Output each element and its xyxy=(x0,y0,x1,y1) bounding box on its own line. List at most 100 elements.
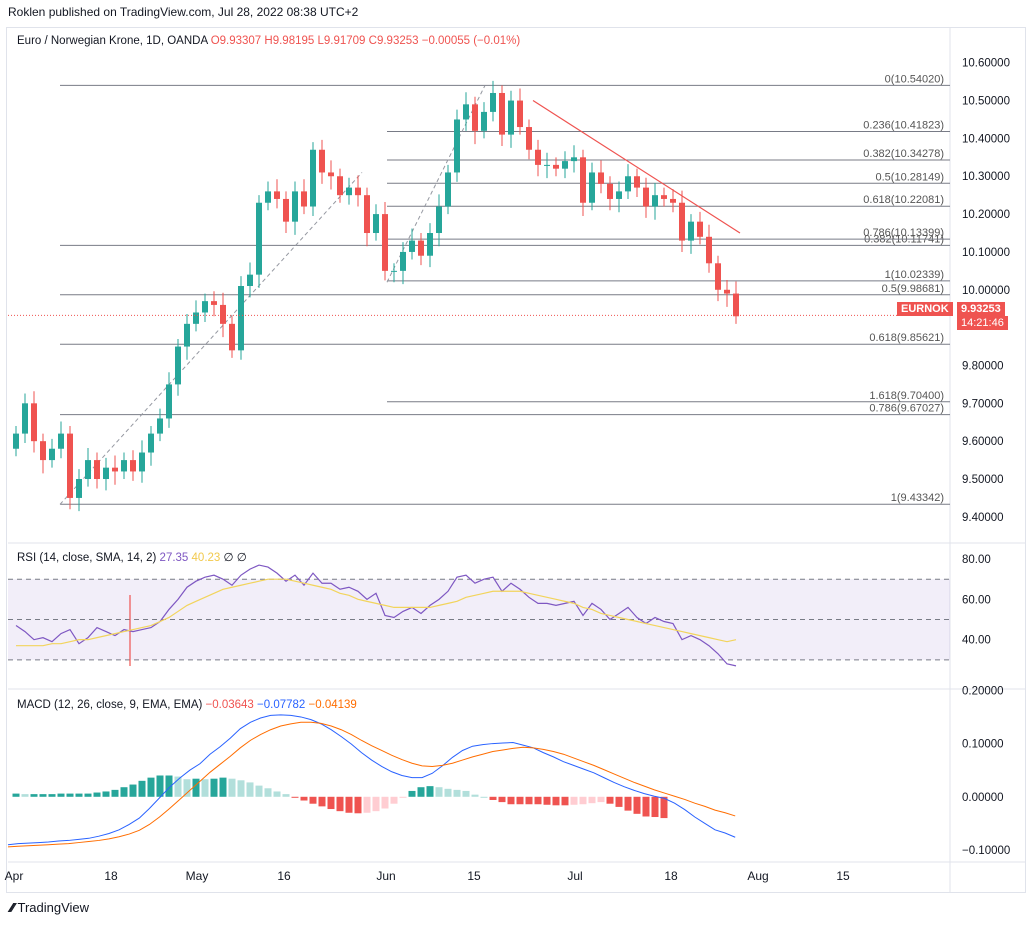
candle-body xyxy=(634,176,640,188)
candle-body xyxy=(472,104,478,131)
macd-histogram-bar xyxy=(390,796,398,804)
macd-histogram-bar xyxy=(561,796,569,806)
ohlc-open: O9.93307 xyxy=(210,35,262,47)
fib-level-label: 0.786(10.13399) xyxy=(863,227,944,239)
macd-histogram-bar xyxy=(183,779,191,797)
macd-histogram-bar xyxy=(417,787,425,797)
time-tick-label: 18 xyxy=(104,869,118,883)
time-tick-label: Jun xyxy=(376,869,395,883)
candle-body xyxy=(148,433,154,453)
macd-histogram-bar xyxy=(372,796,380,812)
candle-body xyxy=(517,100,523,128)
candle-body xyxy=(337,176,343,196)
time-tick-label: Jul xyxy=(567,869,582,883)
macd-histogram-bar xyxy=(228,778,236,797)
candle-body xyxy=(103,467,109,480)
candle-body xyxy=(715,263,721,290)
candle-body xyxy=(454,119,460,173)
macd-histogram-bar xyxy=(399,796,407,798)
macd-histogram-bar xyxy=(363,796,371,813)
price-tick-label: 10.30000 xyxy=(962,171,1010,183)
macd-histogram-bar xyxy=(489,796,497,800)
candle-body xyxy=(31,403,37,442)
candle-body xyxy=(193,312,199,324)
macd-histogram-bar xyxy=(219,777,227,797)
candle-body xyxy=(652,195,658,207)
candle-body xyxy=(625,176,631,192)
macd-histogram-bar xyxy=(651,796,659,818)
macd-label[interactable]: MACD (12, 26, close, 9, EMA, EMA) xyxy=(17,699,203,711)
macd-histogram-bar xyxy=(642,796,650,817)
macd-histogram-bar xyxy=(381,796,389,809)
candle-body xyxy=(355,187,361,196)
candle-body xyxy=(301,191,307,207)
candle-body xyxy=(463,104,469,120)
candle-body xyxy=(166,384,172,419)
footer[interactable]: ⁄⁄⁄ TradingView xyxy=(10,900,89,915)
macd-histogram-bar xyxy=(408,790,416,797)
rsi-line xyxy=(15,564,737,667)
candle-body xyxy=(589,172,595,203)
price-tick-label: 10.60000 xyxy=(962,58,1010,70)
ohlc-close: C9.93253 xyxy=(368,35,419,47)
candle-body xyxy=(364,195,370,234)
macd-histogram-bar xyxy=(12,793,20,797)
macd-histogram-bar xyxy=(615,796,623,807)
macd-histogram-bar xyxy=(291,796,299,798)
macd-signal-line xyxy=(7,721,736,848)
time-tick-label: 15 xyxy=(467,869,481,883)
macd-histogram-bar xyxy=(264,788,272,797)
candle-body xyxy=(220,304,226,324)
macd-histogram-bar xyxy=(102,791,110,797)
macd-histogram-bar xyxy=(75,793,83,797)
time-tick-label: May xyxy=(186,869,209,883)
trend-line xyxy=(532,100,741,234)
macd-histogram-bar xyxy=(120,787,128,797)
rsi-label[interactable]: RSI (14, close, SMA, 14, 2) xyxy=(17,552,157,564)
macd-histogram-bar xyxy=(201,779,209,797)
macd-histogram-bar xyxy=(336,796,344,812)
candle-body xyxy=(175,346,181,385)
fib-level-label: 0.5(10.28149) xyxy=(876,171,945,183)
macd-histogram-bar xyxy=(597,796,605,803)
price-tick-label: 9.70000 xyxy=(962,398,1004,410)
price-tick-label: 9.60000 xyxy=(962,436,1004,448)
macd-histogram-bar xyxy=(21,794,29,797)
macd-histogram-bar xyxy=(516,796,524,805)
fib-level-label: 1.618(9.70400) xyxy=(869,390,944,402)
macd-histogram-bar xyxy=(543,796,551,805)
macd-histogram-bar xyxy=(30,794,38,797)
macd-histogram-bar xyxy=(318,796,326,807)
candle-body xyxy=(85,460,91,480)
macd-histogram-bar xyxy=(552,796,560,806)
macd-histogram-bar xyxy=(327,796,335,810)
candle-body xyxy=(688,221,694,241)
macd-histogram-bar xyxy=(480,796,488,798)
candle-body xyxy=(643,187,649,207)
candle-body xyxy=(409,240,415,252)
macd-histogram-bar xyxy=(57,793,65,797)
macd-histogram-bar xyxy=(588,796,596,804)
candle-body xyxy=(265,191,271,203)
price-tick-label: 10.10000 xyxy=(962,247,1010,259)
candle-body xyxy=(202,301,208,313)
macd-histogram-bar xyxy=(66,793,74,797)
candle-body xyxy=(526,127,532,150)
candle-body xyxy=(13,433,19,449)
macd-histogram-bar xyxy=(300,796,308,801)
candle-body xyxy=(40,441,46,461)
fib-level-label: 0.618(9.85621) xyxy=(869,332,944,344)
fib-level-label: 0.5(9.98681) xyxy=(882,283,944,295)
candle-body xyxy=(283,198,289,222)
candle-body xyxy=(211,301,217,305)
fib-level-label: 1(10.02339) xyxy=(885,269,944,281)
candle-body xyxy=(535,149,541,165)
macd-histogram-bar xyxy=(174,776,182,797)
rsi-tick-label: 40.00 xyxy=(962,635,991,647)
macd-histogram-bar xyxy=(165,775,173,797)
symbol-label[interactable]: Euro / Norwegian Krone, 1D, OANDA xyxy=(17,35,208,47)
candle-body xyxy=(436,206,442,234)
macd-histogram-bar xyxy=(309,796,317,804)
candle-body xyxy=(544,164,550,166)
